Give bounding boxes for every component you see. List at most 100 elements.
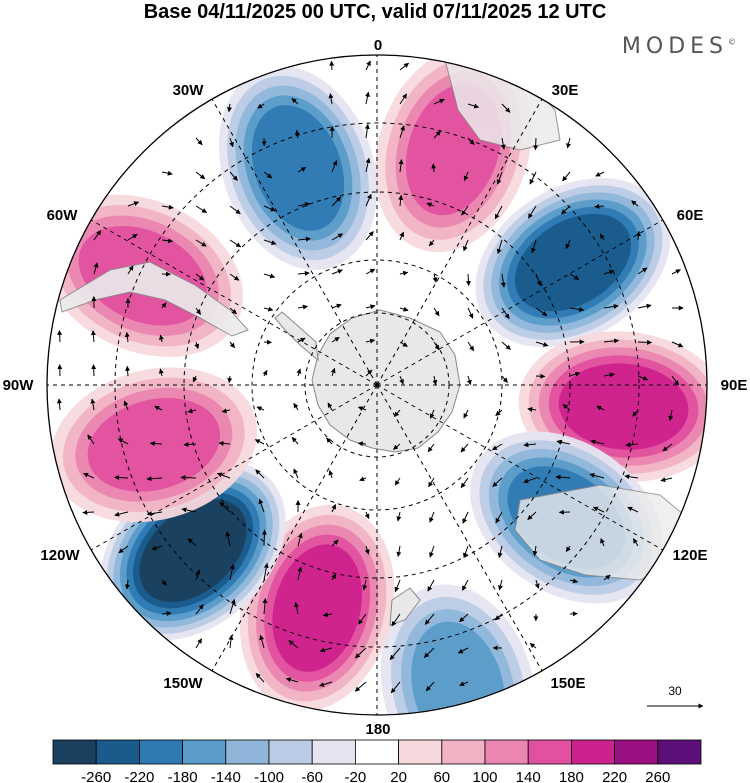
wind-vector (501, 307, 510, 320)
wind-vector (595, 171, 605, 177)
brand-name: MODES (621, 34, 728, 59)
wind-vector (297, 166, 307, 173)
wind-vector (161, 302, 167, 309)
wind-vector (83, 472, 95, 479)
colorbar-cell (657, 739, 702, 765)
wind-vector (258, 498, 265, 513)
wind-vector (364, 123, 370, 139)
wind-vector (569, 371, 581, 377)
wind-vector (357, 406, 367, 412)
wind-vector (599, 233, 605, 241)
wind-vector (263, 562, 269, 581)
wind-vector (195, 137, 203, 146)
meridian-line (376, 384, 543, 672)
wind-vector (82, 509, 95, 515)
meridian-line (211, 384, 378, 672)
colorbar-ticks: -260 -220 -180 -140 -100 -60 -20 20 60 100 140 180 2… (81, 769, 670, 783)
wind-vector (159, 334, 164, 343)
wind-vector (527, 205, 537, 219)
wind-vector (495, 613, 503, 621)
wind-vector (425, 681, 435, 692)
wind-vector (229, 564, 235, 581)
colorbar-cell (311, 739, 356, 765)
wind-vector (330, 367, 336, 377)
wind-vector (328, 469, 334, 479)
wind-vector (523, 477, 537, 484)
wind-vector (114, 475, 129, 481)
wind-vector (297, 304, 308, 310)
wind-vector (114, 511, 129, 517)
anomaly-contour (251, 105, 345, 231)
wind-vector (432, 375, 438, 386)
wind-vector (87, 434, 95, 445)
reference-vector: 30 (647, 684, 704, 709)
wind-vector (262, 369, 268, 377)
wind-vector (322, 612, 333, 618)
colorbar-tick-label: -220 (124, 769, 154, 783)
colorbar-tick-label: 180 (559, 769, 584, 783)
wind-vector (291, 436, 299, 445)
wind-vector (399, 125, 405, 139)
wind-vector (229, 239, 242, 248)
wind-vector (500, 137, 506, 150)
wind-vector (637, 303, 652, 309)
wind-vector (393, 409, 401, 417)
wind-vector (124, 331, 130, 343)
wind-vector (331, 336, 340, 343)
wind-vector (399, 231, 404, 241)
wind-vector (319, 647, 333, 653)
brand-logo: MODES© (622, 34, 736, 59)
wind-vector (229, 205, 241, 215)
wind-vector (362, 579, 368, 591)
colorbar-tick-label: 100 (472, 769, 497, 783)
wind-vector (496, 239, 503, 255)
map-boundary (46, 54, 708, 716)
wind-vector (465, 273, 471, 287)
wind-vector (495, 511, 503, 524)
wind-vector (596, 405, 605, 411)
wind-vector (491, 443, 503, 451)
wind-vector (195, 205, 207, 213)
wind-vector (255, 469, 265, 479)
wind-vector (600, 538, 605, 547)
lat-circle-70s (251, 259, 503, 511)
wind-vector (459, 613, 469, 623)
wind-vector (532, 545, 538, 557)
colorbar-tick-label: -260 (81, 769, 111, 783)
wind-vector (399, 270, 409, 276)
wind-vector (127, 265, 134, 275)
colorbar-tick-label: -180 (168, 769, 198, 783)
wind-vector (631, 200, 639, 207)
wind-vectors (56, 60, 684, 694)
wind-vector (154, 405, 163, 411)
wind-vector (365, 304, 376, 310)
wind-vector (291, 97, 299, 105)
wind-vector (603, 304, 619, 309)
wind-vector (427, 443, 435, 453)
wind-vector (149, 441, 163, 447)
wind-vector (467, 341, 475, 352)
wind-vector (229, 137, 234, 148)
wind-vector (423, 647, 435, 658)
wind-vector (127, 201, 140, 207)
wind-vector (603, 372, 615, 378)
colorbar-cell (571, 739, 616, 765)
wind-vector (625, 442, 639, 448)
wind-vector (57, 329, 63, 343)
wind-vector (632, 538, 639, 547)
wind-vector (627, 506, 639, 513)
wind-vector (331, 233, 344, 241)
wind-vector (399, 62, 410, 71)
wind-vector (227, 375, 233, 384)
wind-vector (354, 681, 367, 692)
wind-vector (527, 406, 537, 412)
wind-vector (569, 578, 579, 584)
wind-vector (393, 443, 401, 450)
anomaly-contour (411, 621, 505, 715)
wind-vector (331, 504, 337, 513)
wind-vector (328, 93, 334, 105)
lon-label-60w: 60W (47, 207, 79, 224)
wind-vector (161, 204, 174, 210)
colorbar-cell (95, 739, 140, 765)
wind-vector (389, 647, 401, 661)
